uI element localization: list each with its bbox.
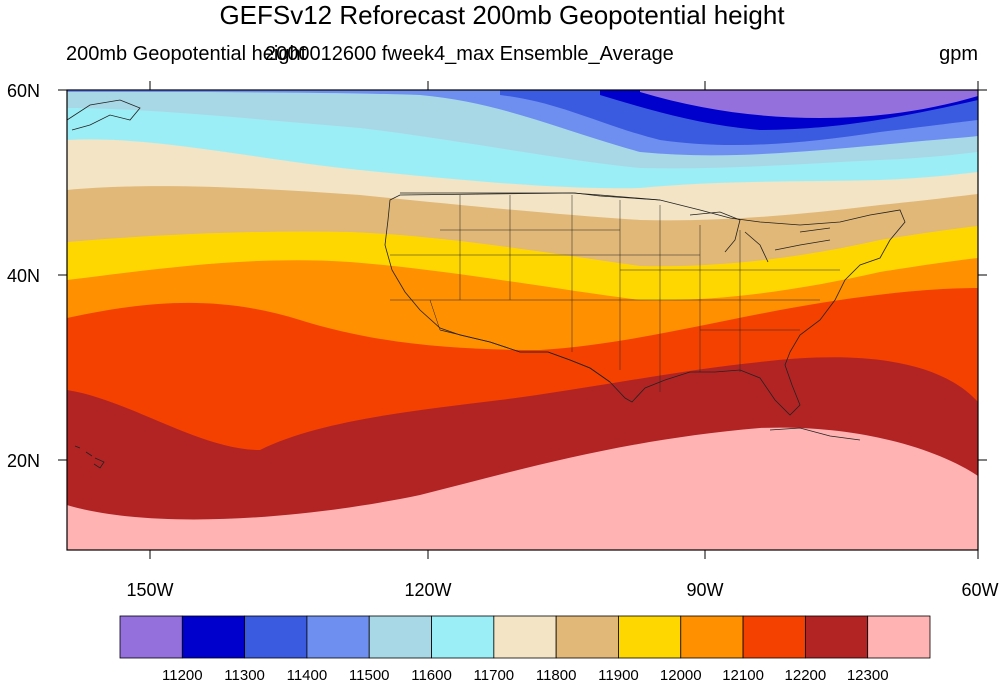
lat-tick-40n: 40N: [7, 266, 40, 286]
colorbar-label: 12000: [660, 667, 702, 684]
hawaii: [74, 445, 105, 469]
colorbar-swatch: [680, 615, 744, 659]
colorbar-label: 11300: [224, 667, 265, 684]
colorbar-swatch: [431, 615, 495, 659]
colorbar-swatch: [618, 615, 682, 659]
map-title: GEFSv12 Reforecast 200mb Geopotential he…: [219, 0, 785, 30]
lon-tick-90w: 90W: [686, 580, 723, 600]
cuba: [769, 427, 861, 441]
colorbar-label: 11800: [536, 667, 577, 684]
plot-frame: [66, 89, 979, 551]
variable-label: 200mb Geopotential height: [66, 43, 307, 65]
colorbar-label: 11500: [349, 667, 390, 684]
lat-tick-60n: 60N: [7, 81, 40, 101]
colorbar-swatch: [368, 615, 432, 659]
colorbar-swatch: [306, 615, 370, 659]
state-lines: [390, 195, 840, 392]
great-lakes: [689, 211, 831, 263]
canada-border: [400, 192, 661, 201]
colorbar-swatch: [493, 615, 557, 659]
lon-tick-150w: 150W: [126, 580, 173, 600]
colorbar-swatch: [119, 615, 183, 659]
colorbar-swatch: [867, 615, 931, 659]
lon-tick-120w: 120W: [404, 580, 451, 600]
lon-tick-60w: 60W: [961, 580, 998, 600]
colorbar-label: 11200: [162, 667, 203, 684]
colorbar-label: 11900: [598, 667, 639, 684]
units-label: gpm: [939, 43, 978, 65]
colorbar-swatch: [804, 615, 869, 659]
colorbar-label: 12100: [722, 667, 764, 684]
run-label: 2000012600 fweek4_max Ensemble_Average: [265, 43, 674, 65]
axis-ticks: [58, 81, 987, 559]
colorbar-label: 12300: [847, 667, 889, 684]
us-mexico-border: [439, 329, 611, 383]
band-below-11200: [640, 90, 978, 118]
colorbar-swatch: [742, 615, 806, 659]
contour-field: [67, 90, 978, 550]
colorbar-label: 11600: [411, 667, 452, 684]
colorbar-label: 11700: [474, 667, 515, 684]
coastlines-and-borders: [67, 99, 906, 469]
colorbar-label: 12200: [785, 667, 827, 684]
colorbar-swatch: [244, 615, 308, 659]
lat-tick-20n: 20N: [7, 451, 40, 471]
alaska-coast: [67, 99, 141, 131]
colorbar-label: 11400: [287, 667, 328, 684]
colorbar-swatch: [555, 615, 619, 659]
colorbar-swatch: [181, 615, 246, 659]
colorbar: 11200 11300 11400 11500 11600 11700 11800 11900…: [119, 615, 931, 684]
